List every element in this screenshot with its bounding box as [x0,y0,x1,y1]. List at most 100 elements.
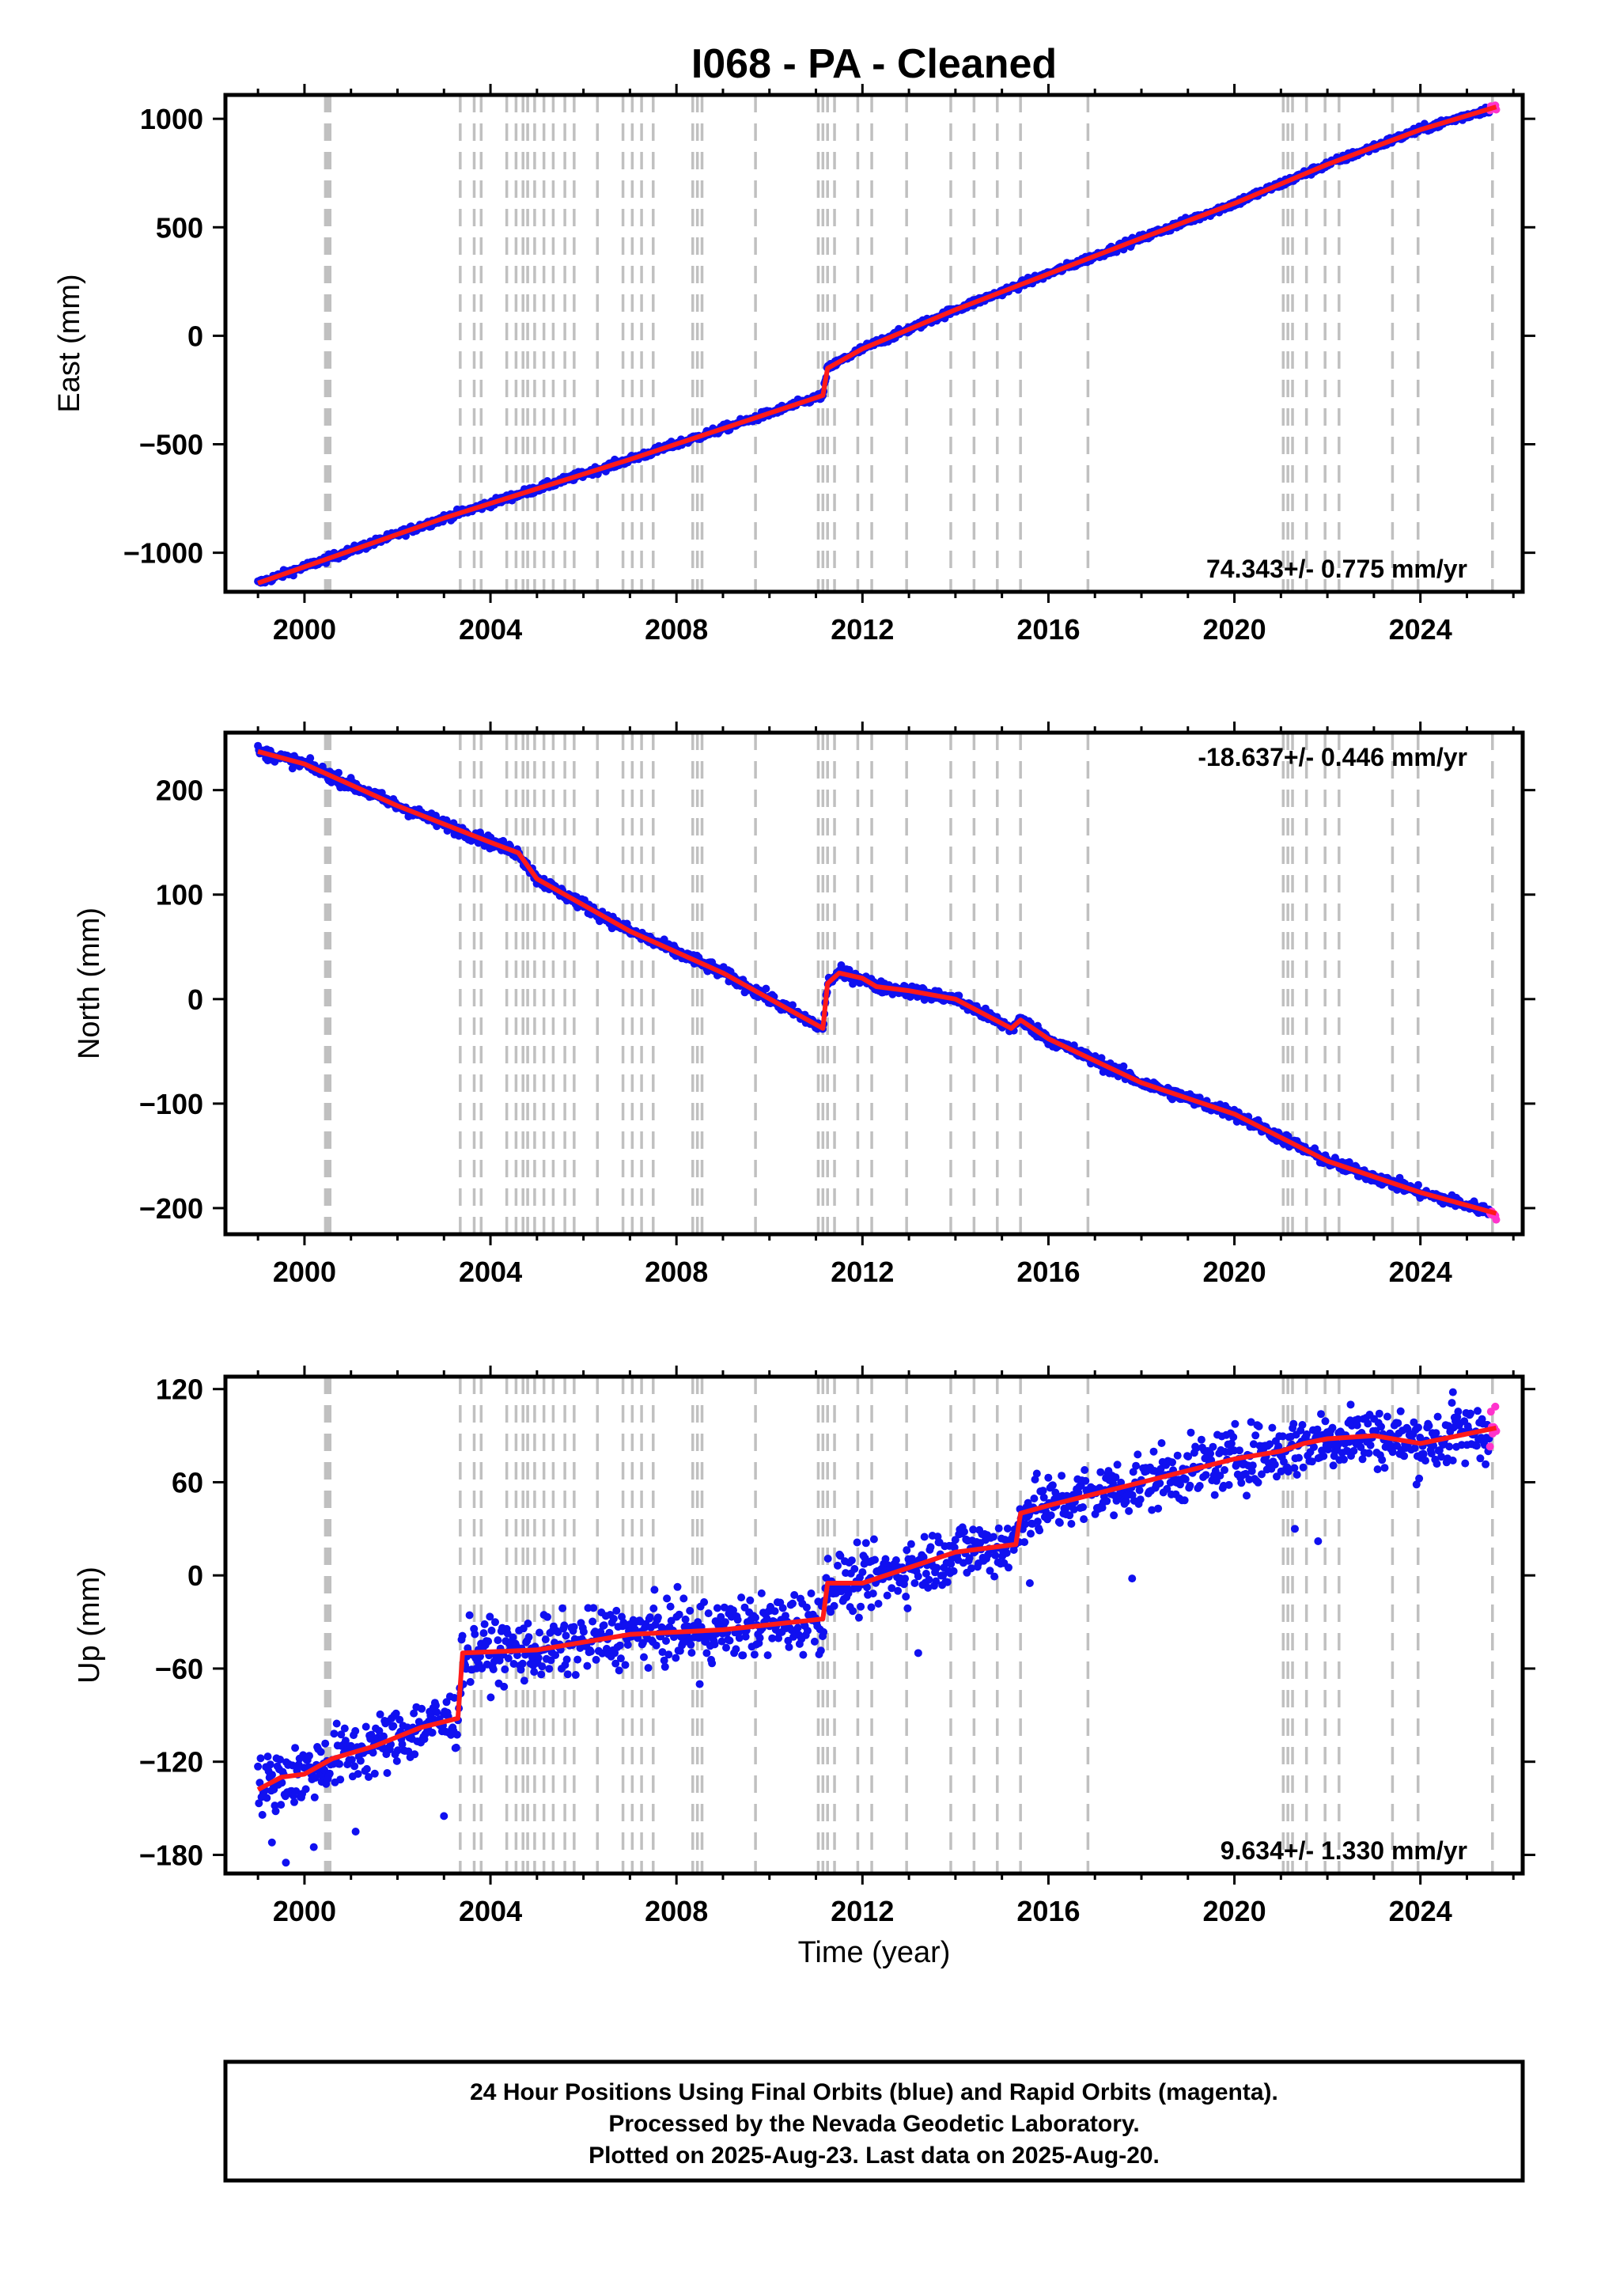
data-point [1329,1461,1338,1470]
data-point [543,1612,551,1621]
data-point [504,1654,513,1662]
data-point [664,1650,673,1659]
data-point [1321,1417,1330,1426]
data-point [658,1648,667,1657]
data-point [411,1750,419,1759]
data-point [471,1630,479,1639]
data-point [687,1640,695,1649]
data-point [1074,1488,1083,1497]
data-point [292,1787,301,1795]
data-point [1154,1504,1163,1513]
data-point [1224,1480,1233,1489]
data-point [592,1655,600,1664]
data-point [545,1665,554,1673]
y-tick-label: −120 [139,1746,203,1779]
data-point [782,1612,789,1620]
data-point [1021,1520,1030,1529]
data-point [612,1606,621,1615]
data-point [751,1613,759,1622]
data-point [807,1589,816,1597]
data-point [509,1660,518,1668]
x-tick-label: 2016 [1016,1895,1080,1927]
data-point [1173,1451,1182,1460]
data-point [1111,1473,1120,1482]
data-point [520,1677,528,1685]
rate-label: 74.343+/- 0.775 mm/yr [1206,555,1467,583]
data-point [518,1659,527,1668]
data-point [310,1793,319,1802]
data-point [969,1525,978,1534]
data-point [902,1593,910,1601]
data-point [720,1603,729,1612]
data-point [949,1567,958,1575]
rate-label: 9.634+/- 1.330 mm/yr [1221,1836,1467,1865]
data-point [1243,1491,1251,1500]
x-tick-label: 2020 [1203,1895,1266,1927]
data-point [925,1575,933,1584]
data-point [1378,1456,1387,1464]
data-point [649,1605,658,1612]
data-point [737,1593,746,1602]
data-point [337,1730,346,1739]
data-point [562,1655,571,1664]
data-point [819,1627,828,1636]
data-point [1020,1538,1029,1547]
data-point [994,1524,1003,1533]
data-point [858,1568,867,1577]
data-point [789,1001,797,1010]
data-point [1058,1472,1066,1480]
data-point [277,1801,286,1809]
data-point [356,1756,365,1765]
data-point [1122,1497,1130,1506]
data-point [1209,1442,1217,1451]
data-point [541,1635,550,1644]
data-point [891,1556,900,1564]
data-point [321,1739,330,1748]
plot-frame [223,1374,1525,1876]
data-point [789,1599,797,1608]
data-point [924,1583,933,1592]
data-point [1433,1460,1441,1468]
data-point [1273,1472,1281,1481]
data-point [466,1677,475,1686]
data-point [644,1664,653,1673]
data-point [708,1659,717,1668]
data-point [830,1601,838,1610]
data-point [570,1623,578,1631]
data-point [615,1641,624,1650]
data-point [1202,1471,1210,1480]
data-point [547,1656,555,1665]
data-point [1113,1461,1122,1469]
x-axis-label: Time (year) [798,1936,951,1969]
data-point [351,1828,360,1836]
data-point [271,1807,280,1816]
data-point [609,1615,618,1623]
data-point [675,1610,683,1619]
x-tick-label: 2020 [1203,1256,1266,1288]
data-point [1132,1461,1141,1470]
data-point [1258,1470,1266,1479]
data-point [1364,1449,1373,1457]
data-point [1210,1491,1219,1499]
data-point [335,768,343,777]
data-point [1035,1526,1044,1535]
data-point [1467,1409,1474,1418]
data-point [351,1726,360,1735]
data-point [660,1656,668,1665]
data-point [834,1561,842,1570]
footer-line-3: Plotted on 2025-Aug-23. Last data on 202… [589,2143,1160,2169]
data-point [393,1746,402,1755]
data-point [1427,1449,1436,1458]
data-point [721,1618,729,1627]
data-point [1149,1447,1158,1456]
data-point [330,1730,339,1738]
data-point [700,1598,709,1606]
data-point [1366,1441,1375,1449]
data-point [1358,1455,1367,1464]
data-point [869,1535,878,1544]
x-tick-label: 2004 [459,1256,522,1288]
data-point [1474,1407,1482,1415]
x-tick-label: 2012 [831,613,894,646]
data-point [1136,1495,1145,1504]
x-tick-label: 2008 [645,1256,708,1288]
